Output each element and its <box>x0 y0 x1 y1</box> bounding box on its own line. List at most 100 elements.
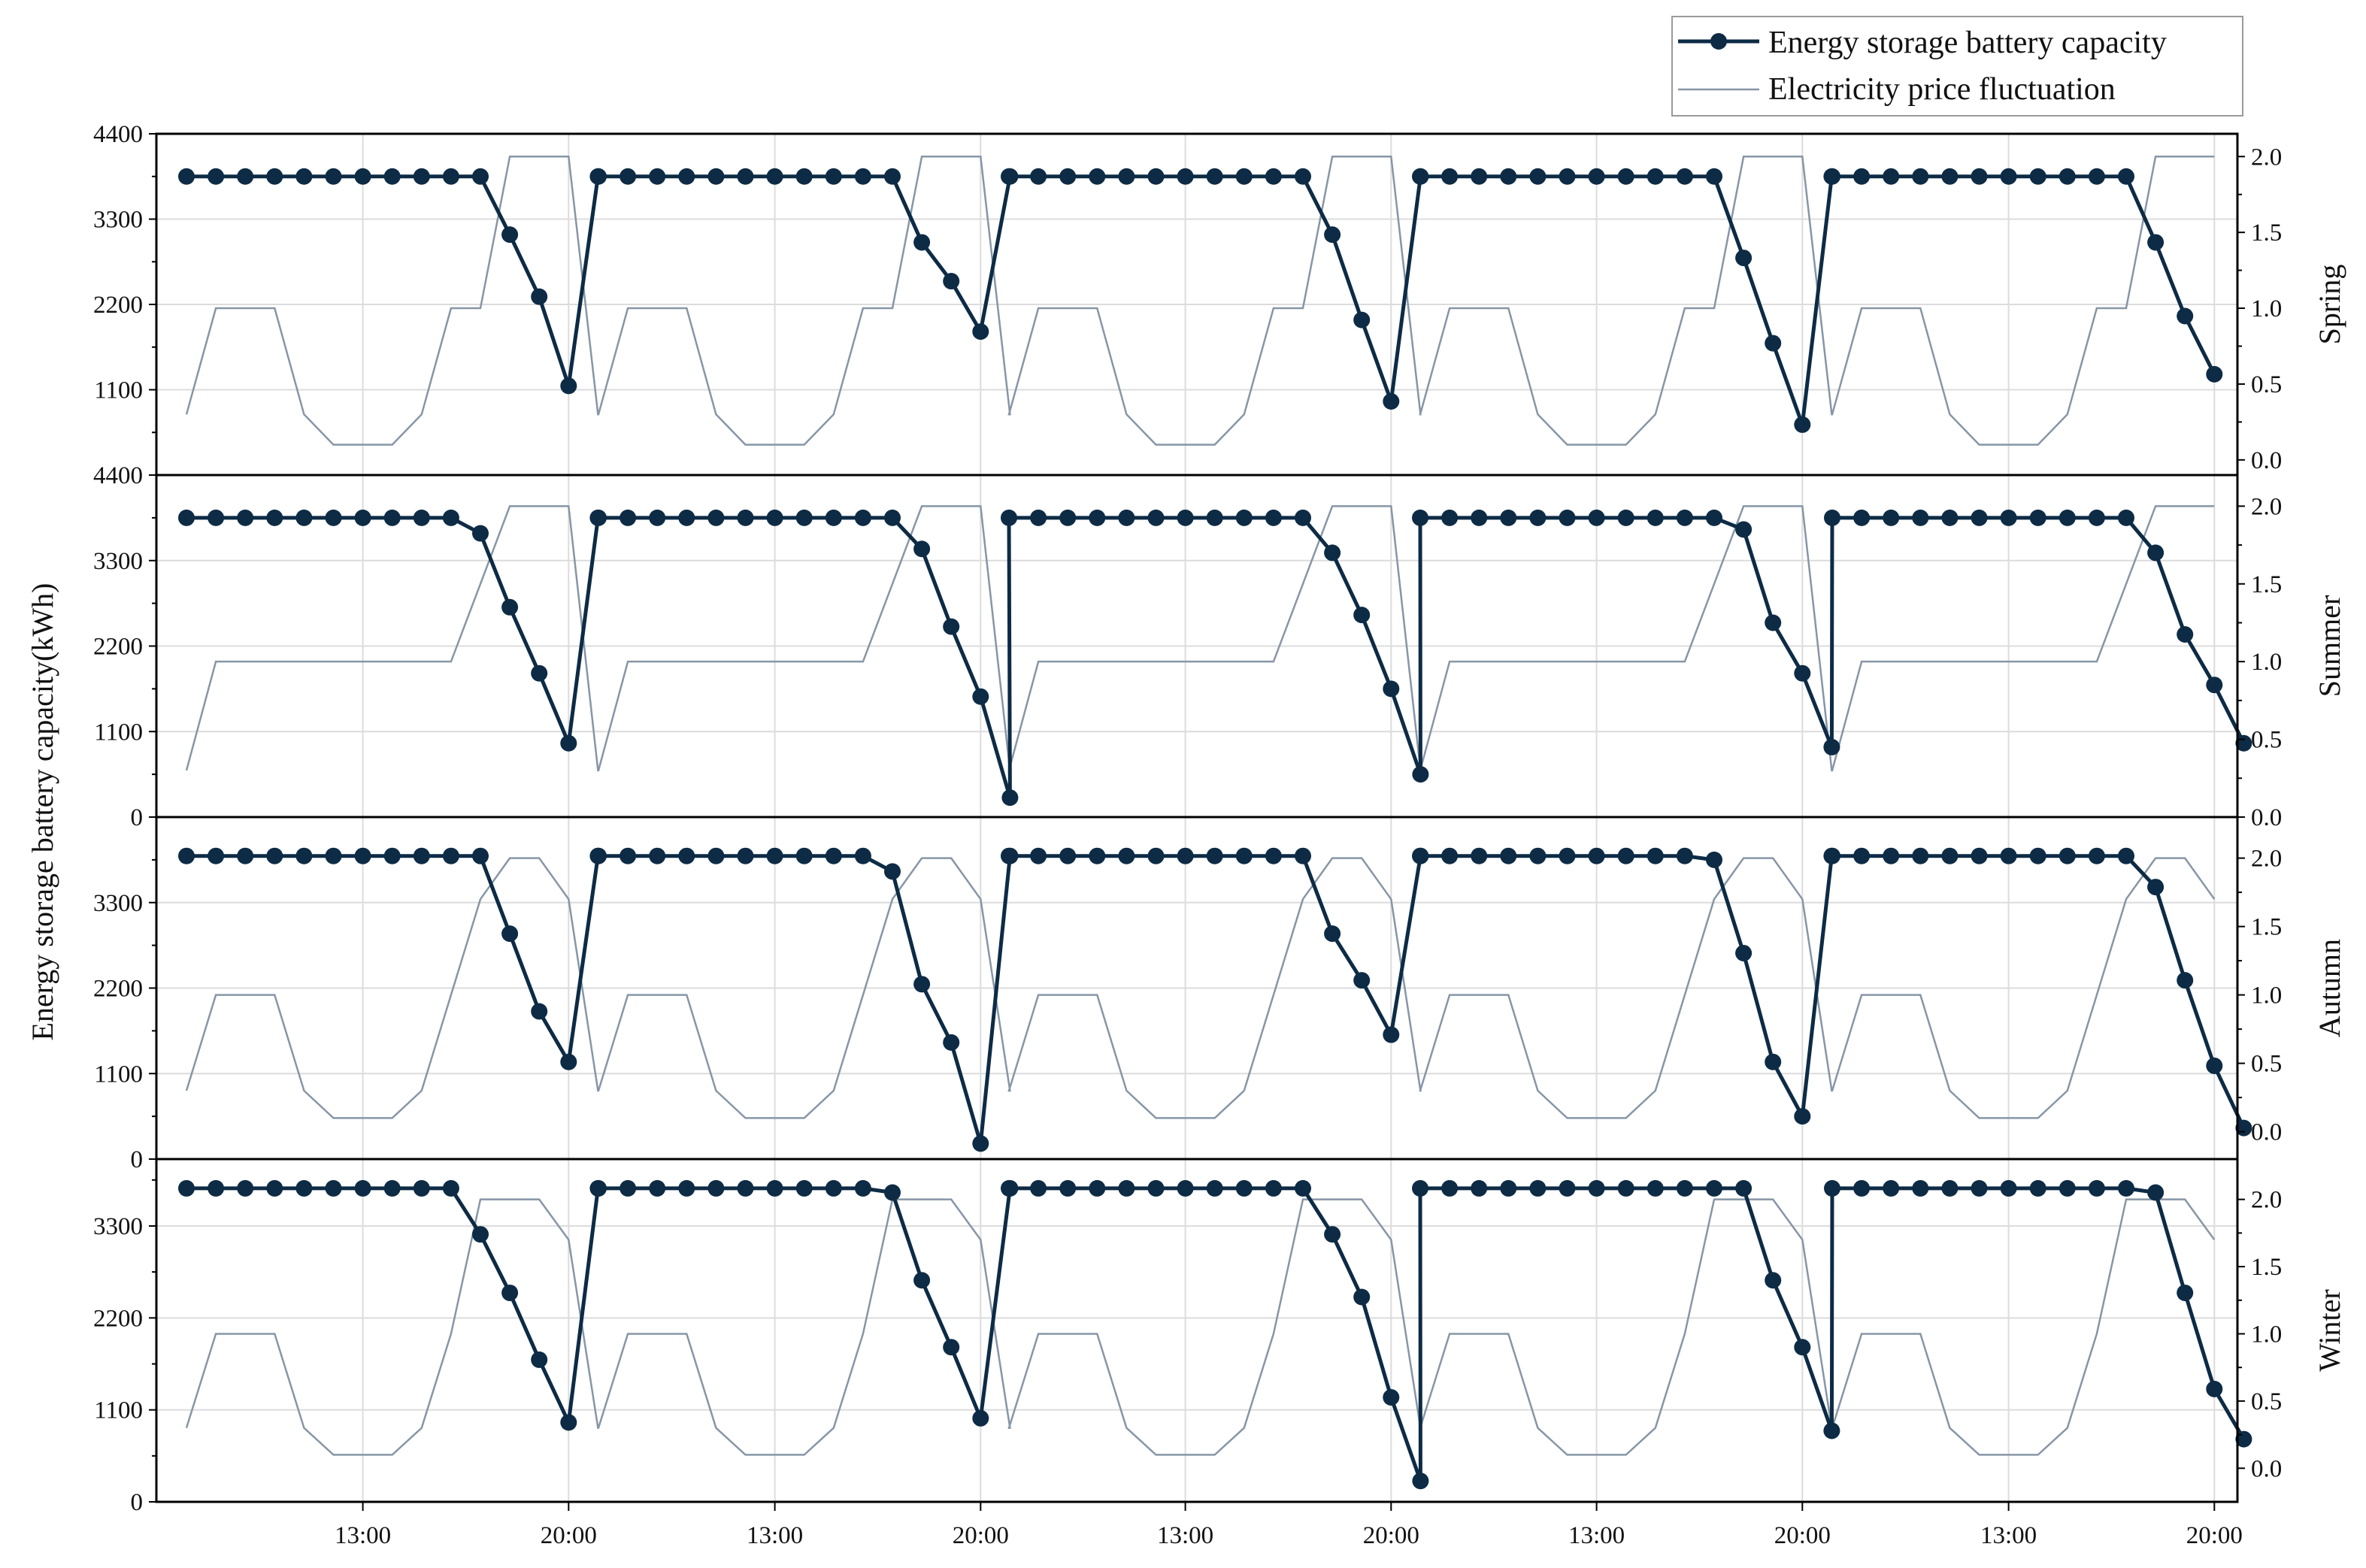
battery-point <box>825 847 842 864</box>
y2-tick-label: 0.5 <box>2251 727 2282 754</box>
battery-point <box>620 168 637 185</box>
y2-tick-label: 0.0 <box>2251 804 2282 831</box>
battery-point <box>766 509 783 526</box>
battery-point <box>913 540 931 558</box>
y2-tick-label: 1.0 <box>2251 649 2282 676</box>
y2-tick-label: 0.5 <box>2251 1051 2282 1078</box>
battery-point <box>1441 168 1459 185</box>
battery-point <box>884 168 901 185</box>
x-tick-label: 20:00 <box>2186 1522 2243 1549</box>
battery-point <box>1529 168 1547 185</box>
battery-point <box>531 1003 548 1020</box>
battery-point <box>1794 664 1811 682</box>
battery-point <box>1089 509 1106 526</box>
battery-point <box>1500 168 1517 185</box>
battery-point <box>295 1179 313 1197</box>
battery-point <box>1265 509 1282 526</box>
battery-point <box>442 168 459 185</box>
text-layer: 4400 3300 2200 1100 2.0 1.5 1.0 0.5 0.0 Spring 440… <box>93 121 2346 1549</box>
battery-point <box>649 168 666 185</box>
battery-point <box>1235 1179 1253 1197</box>
battery-point <box>2147 879 2165 896</box>
x-tick-label: 20:00 <box>541 1522 597 1549</box>
battery-point <box>1529 1179 1547 1197</box>
y-tick-label: 2200 <box>93 976 143 1003</box>
y2-tick-label: 0.5 <box>2251 371 2282 398</box>
battery-point <box>1588 1179 1605 1197</box>
battery-point <box>1500 509 1517 526</box>
panel-frame <box>155 1158 2239 1503</box>
battery-point <box>1089 168 1106 185</box>
y-tick-label: 2200 <box>93 292 143 319</box>
battery-point <box>383 1179 401 1197</box>
battery-point <box>854 509 871 526</box>
battery-point <box>442 1179 459 1197</box>
battery-point <box>237 168 254 185</box>
battery-point <box>678 847 695 864</box>
battery-point <box>325 509 342 526</box>
battery-point <box>531 664 548 682</box>
battery-point <box>707 168 725 185</box>
battery-point <box>620 509 637 526</box>
battery-point <box>1030 509 1047 526</box>
battery-point <box>1735 1179 1753 1197</box>
battery-point <box>560 734 577 752</box>
battery-point <box>1941 847 1959 864</box>
battery-point <box>2177 307 2194 325</box>
battery-point <box>1353 311 1371 328</box>
battery-point <box>1324 925 1341 943</box>
y-tick-label: 2200 <box>93 634 143 661</box>
battery-point <box>678 168 695 185</box>
battery-point <box>1706 168 1722 185</box>
battery-point <box>1676 509 1693 526</box>
battery-point <box>413 509 430 526</box>
battery-point <box>2000 847 2017 864</box>
battery-point <box>354 1179 371 1197</box>
battery-point <box>590 168 607 185</box>
battery-point <box>442 509 459 526</box>
battery-point <box>1676 1179 1693 1197</box>
battery-point <box>590 847 607 864</box>
battery-line <box>186 1186 2246 1482</box>
battery-line <box>186 516 2246 798</box>
battery-point <box>1647 847 1664 864</box>
battery-point <box>1295 847 1311 864</box>
battery-point <box>501 226 519 244</box>
y-tick-label: 3300 <box>93 890 143 917</box>
x-tick-label: 13:00 <box>335 1522 391 1549</box>
battery-point <box>1441 509 1459 526</box>
battery-point <box>1383 392 1400 410</box>
battery-point <box>1794 1339 1811 1356</box>
battery-point <box>854 847 871 864</box>
legend-battery-label: Energy storage battery capacity <box>1768 26 2167 60</box>
battery-point <box>1824 1179 1840 1197</box>
battery-point <box>795 509 813 526</box>
price-line <box>185 1198 2216 1456</box>
battery-point <box>590 1179 607 1197</box>
battery-point <box>1706 1179 1722 1197</box>
battery-point <box>501 1284 519 1301</box>
battery-point <box>707 509 725 526</box>
y2-tick-label: 1.5 <box>2251 571 2282 598</box>
battery-point <box>1824 847 1840 864</box>
battery-point <box>266 168 283 185</box>
y-tick-label: 4400 <box>93 462 143 489</box>
battery-point <box>501 598 519 616</box>
battery-point <box>354 847 371 864</box>
battery-point <box>1059 509 1077 526</box>
x-tick-label: 13:00 <box>1568 1522 1625 1549</box>
battery-point <box>1206 168 1223 185</box>
battery-point <box>2118 847 2134 864</box>
x-tick-label: 20:00 <box>1363 1522 1419 1549</box>
battery-point <box>972 323 989 341</box>
battery-point <box>649 1179 666 1197</box>
battery-point <box>178 509 195 526</box>
battery-point <box>1177 847 1194 864</box>
battery-point <box>766 1179 783 1197</box>
battery-point <box>1147 847 1165 864</box>
y2-tick-label: 1.5 <box>2251 219 2282 247</box>
battery-point <box>472 1226 489 1243</box>
battery-point <box>2177 1284 2194 1301</box>
battery-point <box>1735 521 1753 538</box>
battery-point <box>1471 847 1488 864</box>
